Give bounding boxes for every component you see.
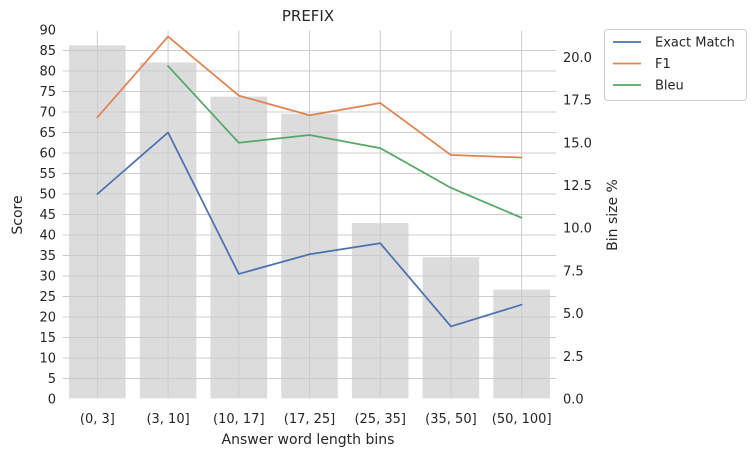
legend-label-bleu: Bleu (655, 79, 684, 94)
x-axis-title: Answer word length bins (222, 432, 395, 448)
grid-lines (62, 29, 557, 400)
x-tick-label: (10, 17] (213, 412, 265, 427)
y-tick-label: 65 (39, 126, 56, 141)
y2-tick-label: 0.0 (563, 393, 584, 408)
chart-title: PREFIX (282, 7, 334, 25)
x-tick-label: (35, 50] (425, 412, 477, 427)
y2-axis-ticks: 0.0 2.5 5.0 7.5 10.0 12.5 15.0 17.5 20.0 (563, 51, 592, 408)
y-tick-label: 55 (39, 167, 56, 182)
y2-tick-label: 12.5 (563, 179, 592, 194)
y-tick-label: 70 (39, 106, 56, 121)
y2-tick-label: 20.0 (563, 51, 592, 66)
x-tick-label: (25, 35] (354, 412, 406, 427)
x-tick-label: (0, 3] (80, 412, 115, 427)
y-tick-label: 10 (39, 352, 56, 367)
x-tick-label: (3, 10] (146, 412, 189, 427)
y-tick-label: 30 (39, 270, 56, 285)
y2-tick-label: 17.5 (563, 94, 592, 109)
series-line-f1 (96, 35, 523, 159)
y-tick-label: 50 (39, 188, 56, 203)
y-tick-label: 60 (39, 147, 56, 162)
series-lines (96, 35, 523, 328)
series-line-exact-match (96, 131, 523, 328)
y2-tick-label: 2.5 (563, 350, 584, 365)
y-tick-label: 45 (39, 208, 56, 223)
y-tick-label: 85 (39, 44, 56, 59)
y2-tick-label: 5.0 (563, 307, 584, 322)
y-tick-label: 75 (39, 85, 56, 100)
y2-tick-label: 7.5 (563, 264, 584, 279)
y-tick-label: 5 (48, 372, 56, 387)
legend-label-f1: F1 (655, 57, 671, 72)
y-tick-label: 40 (39, 229, 56, 244)
series-line-bleu (167, 65, 523, 219)
plot-frame (61, 29, 558, 400)
y-tick-label: 80 (39, 65, 56, 80)
y-tick-label: 20 (39, 311, 56, 326)
legend: Exact Match F1 Bleu (604, 29, 747, 101)
legend-label-exact-match: Exact Match (655, 36, 735, 51)
x-tick-label: (17, 25] (284, 412, 336, 427)
y-axis-ticks: 0 5 10 15 20 25 30 35 40 45 50 55 60 65 70 75 80 85 90 (39, 24, 56, 408)
legend-box (604, 29, 747, 101)
y-tick-label: 0 (48, 393, 56, 408)
y-tick-label: 25 (39, 290, 56, 305)
y-tick-label: 15 (39, 331, 56, 346)
y2-axis-title: Bin size % (605, 179, 621, 251)
y-axis-title: Score (10, 195, 26, 234)
x-axis-ticks: (0, 3] (3, 10] (10, 17] (17, 25] (25, 35] (35… (80, 412, 552, 427)
x-tick-label: (50, 100] (492, 412, 552, 427)
y2-tick-label: 10.0 (563, 222, 592, 237)
y-tick-label: 90 (39, 24, 56, 39)
y-tick-label: 35 (39, 249, 56, 264)
y2-tick-label: 15.0 (563, 136, 592, 151)
